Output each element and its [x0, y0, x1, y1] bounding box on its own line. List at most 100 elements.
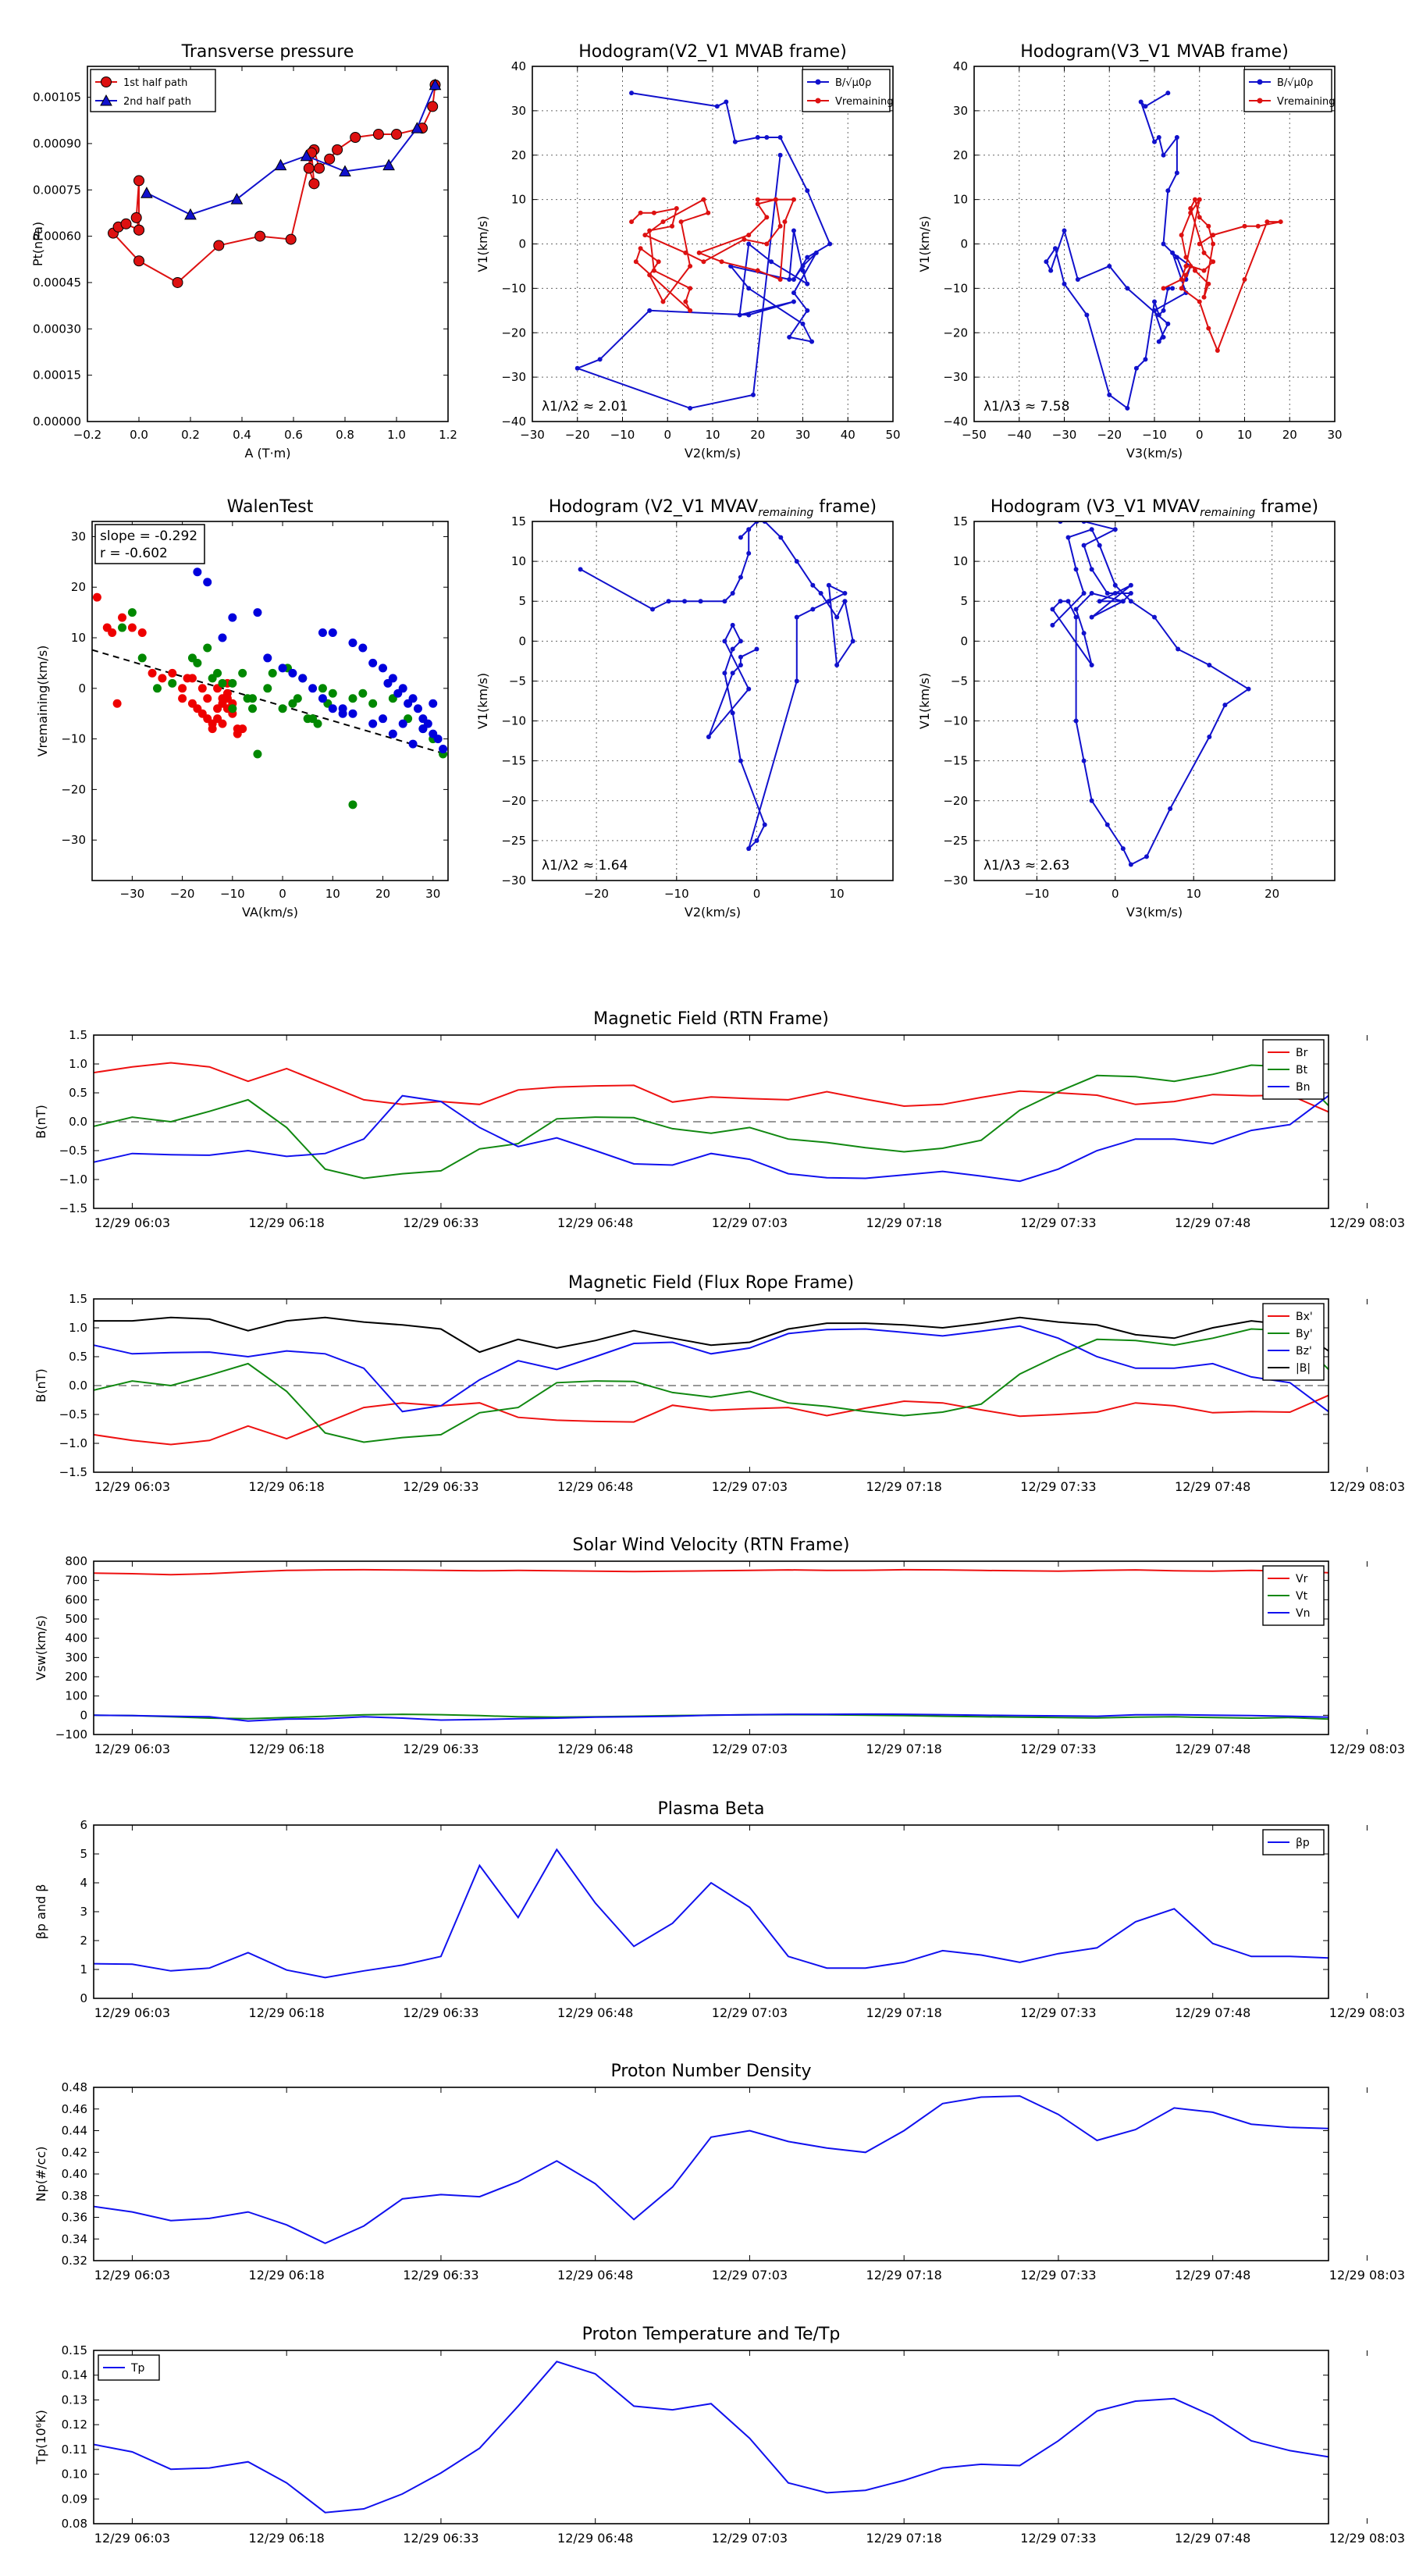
data-marker: [274, 158, 287, 171]
x-tick-label: 12/29 07:03: [712, 1742, 788, 1756]
data-marker: [826, 582, 831, 588]
data-marker: [1168, 806, 1173, 811]
scatter-point-red: [222, 694, 232, 703]
data-marker: [762, 822, 767, 827]
data-marker: [1183, 263, 1189, 269]
data-marker: [1170, 286, 1176, 291]
x-tick-label: 12/29 06:03: [94, 1215, 170, 1230]
data-marker: [1170, 250, 1176, 255]
data-marker: [1174, 254, 1179, 260]
data-marker: [724, 99, 729, 105]
y-tick-label: 20: [511, 148, 526, 162]
data-marker: [754, 838, 759, 843]
scatter-point-red: [218, 719, 227, 728]
legend-box: [1243, 69, 1332, 112]
series-line-Bx': [94, 1394, 1329, 1446]
scatter-point-blue: [398, 684, 407, 693]
x-tick-label: 12/29 07:18: [866, 1479, 942, 1494]
data-marker: [1048, 268, 1054, 273]
x-tick-label: 10: [1237, 428, 1252, 442]
plot-area: [574, 91, 833, 411]
x-tick-label: 20: [750, 428, 765, 442]
y-axis-label: V1(km/s): [917, 673, 932, 729]
plot-area: [578, 521, 855, 852]
y-axis-label: B(nT): [34, 1105, 48, 1138]
series-line-Tp: [94, 2361, 1329, 2514]
scatter-point-blue: [203, 578, 212, 587]
y-tick-label: −1.5: [59, 1465, 87, 1479]
data-marker: [769, 259, 774, 265]
y-tick-label: 10: [511, 554, 526, 568]
data-marker: [1192, 197, 1197, 202]
legend-marker: [1257, 79, 1263, 85]
plot-frame: [93, 2087, 1329, 2261]
legend-label: B/√μ0ρ: [1277, 77, 1313, 89]
data-marker: [696, 250, 702, 255]
scatter-point-blue: [348, 709, 357, 718]
data-marker: [698, 599, 703, 604]
series-line-Bn: [94, 1094, 1329, 1183]
plot-frame: [532, 66, 894, 422]
data-marker: [1242, 277, 1247, 282]
data-marker: [805, 254, 810, 260]
chart-hodogram-v2v1-mvab: −30 −20 −10 0 10 20 30 40 50−40−30−20−1001020304…: [475, 42, 901, 461]
data-marker: [1112, 591, 1118, 596]
scatter-point-red: [92, 592, 101, 602]
data-marker: [597, 357, 603, 362]
y-tick-label: 1: [80, 1962, 87, 1976]
y-tick-label: 6: [80, 1818, 87, 1832]
y-tick-label: 15: [511, 514, 526, 528]
plot-frame: [93, 1560, 1329, 1735]
y-tick-label: 0.12: [62, 2418, 87, 2432]
y-tick-label: 15: [953, 514, 968, 528]
data-marker: [791, 197, 796, 202]
data-marker: [1089, 567, 1094, 572]
data-marker: [755, 135, 760, 140]
data-marker: [1201, 294, 1207, 300]
data-marker: [827, 241, 833, 247]
y-tick-label: 10: [953, 193, 968, 207]
data-marker: [300, 149, 313, 162]
data-marker: [1044, 259, 1049, 265]
y-tick-label: −15: [943, 754, 968, 768]
chart-title: Hodogram (V2_V1 MVAVremaining frame): [549, 497, 877, 519]
scatter-point-blue: [398, 719, 407, 728]
y-tick-label: −20: [61, 782, 86, 796]
data-marker: [1207, 735, 1212, 739]
stats-box: [94, 524, 205, 564]
data-marker: [813, 250, 819, 255]
chart-title-tail: frame): [1255, 497, 1318, 517]
y-axis-label: Np(#/cc): [34, 2147, 48, 2202]
data-marker: [285, 233, 297, 245]
data-marker: [738, 654, 743, 660]
scatter-point-green: [203, 643, 212, 653]
scatter-point-blue: [338, 704, 347, 713]
data-marker: [746, 846, 752, 852]
data-marker: [629, 91, 635, 96]
scatter-point-red: [238, 724, 247, 734]
chart-title-tail: frame): [813, 497, 877, 517]
y-tick-label: 5: [518, 594, 526, 608]
y-tick-label: 600: [65, 1592, 87, 1606]
legend-label: Bz': [1296, 1345, 1312, 1357]
x-tick-label: 12/29 08:03: [1329, 2268, 1405, 2282]
data-marker: [1161, 334, 1166, 340]
data-marker: [372, 129, 384, 141]
x-axis-label: V2(km/s): [685, 446, 741, 461]
x-tick-label: 0: [1112, 887, 1119, 901]
data-marker: [730, 622, 735, 628]
chart-hodogram-v3v1-mvav: −10 0 10 20 −30 −25 −20 −15 −10 −5 0 5 10 15 Hodogram …: [917, 497, 1336, 920]
scatter-point-blue: [228, 613, 237, 622]
data-marker: [133, 175, 144, 187]
data-marker: [1128, 591, 1133, 596]
series-line-V: [1163, 197, 1281, 353]
data-marker: [1192, 268, 1197, 273]
x-tick-label: 12/29 06:48: [557, 1742, 633, 1756]
data-marker: [738, 575, 743, 580]
chart-title: Hodogram(V2_V1 MVAB frame): [578, 42, 847, 62]
data-marker: [120, 218, 132, 229]
data-marker: [777, 152, 783, 158]
x-tick-label: 12/29 07:48: [1175, 2531, 1250, 2546]
scatter-point-blue: [368, 719, 378, 728]
data-marker: [1097, 599, 1102, 604]
